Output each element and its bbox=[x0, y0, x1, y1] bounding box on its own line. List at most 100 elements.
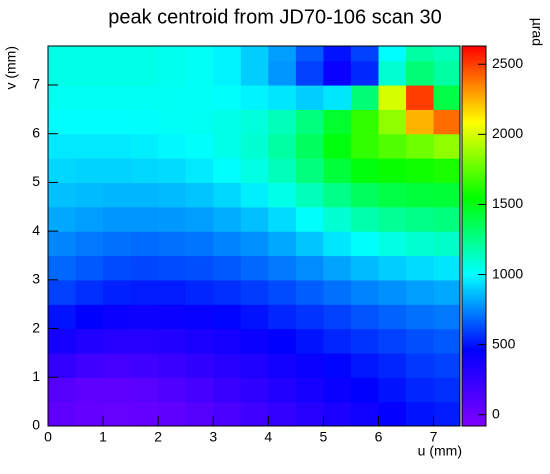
heatmap-cell bbox=[213, 377, 242, 403]
x-tick-label: 3 bbox=[209, 429, 217, 445]
heatmap-cell bbox=[433, 377, 460, 403]
heatmap-cell bbox=[185, 133, 214, 159]
heatmap-cell bbox=[378, 133, 407, 159]
heatmap-cell bbox=[75, 328, 104, 354]
heatmap-cell bbox=[433, 182, 460, 208]
heatmap-cell bbox=[158, 377, 187, 403]
heatmap-cell bbox=[378, 60, 407, 86]
heatmap-cell bbox=[350, 60, 380, 86]
heatmap-cell bbox=[350, 377, 380, 403]
heatmap-cell bbox=[158, 133, 187, 159]
heatmap-cell bbox=[350, 279, 380, 305]
heatmap-cell bbox=[323, 328, 352, 354]
heatmap-cell bbox=[295, 279, 325, 305]
heatmap-cell bbox=[406, 352, 435, 378]
heatmap-cell bbox=[158, 109, 187, 135]
heatmap-cell bbox=[240, 46, 269, 62]
heatmap-cell bbox=[103, 109, 132, 135]
heatmap-cell bbox=[378, 206, 407, 232]
heatmap-cell bbox=[240, 304, 269, 330]
heatmap-cell bbox=[323, 158, 352, 184]
heatmap-cell bbox=[268, 231, 297, 257]
heatmap-cell bbox=[378, 109, 407, 135]
heatmap-cell bbox=[323, 255, 352, 281]
x-tick-label: 2 bbox=[154, 429, 162, 445]
heatmap-cell bbox=[378, 84, 407, 110]
z-tick-label: 0 bbox=[492, 405, 500, 421]
heatmap-cell bbox=[158, 352, 187, 378]
heatmap-cell bbox=[158, 206, 187, 232]
heatmap-cell bbox=[406, 84, 435, 110]
heatmap-cell bbox=[48, 377, 77, 403]
heatmap-cell bbox=[213, 182, 242, 208]
heatmap-cell bbox=[433, 255, 460, 281]
heatmap-cell bbox=[48, 60, 77, 86]
y-tick-label: 7 bbox=[32, 76, 40, 92]
heatmap-cell bbox=[350, 84, 380, 110]
heatmap-cell bbox=[240, 158, 269, 184]
heatmap-cell bbox=[130, 206, 159, 232]
x-tick-label: 6 bbox=[375, 429, 383, 445]
heatmap-cell bbox=[406, 304, 435, 330]
heatmap-cell bbox=[185, 158, 214, 184]
heatmap-cell bbox=[75, 133, 104, 159]
y-tick-label: 0 bbox=[32, 417, 40, 433]
color-bar bbox=[461, 45, 487, 427]
heatmap-cell bbox=[295, 401, 325, 426]
heatmap-cell bbox=[295, 182, 325, 208]
heatmap-cell bbox=[350, 109, 380, 135]
heatmap-cell bbox=[268, 304, 297, 330]
heatmap-cell bbox=[433, 109, 460, 135]
x-tick-label: 5 bbox=[320, 429, 328, 445]
heatmap-cell bbox=[350, 255, 380, 281]
heatmap-cell bbox=[75, 109, 104, 135]
x-tick-label: 0 bbox=[44, 429, 52, 445]
heatmap-cell bbox=[103, 377, 132, 403]
heatmap-cell bbox=[378, 231, 407, 257]
heatmap-cell bbox=[48, 279, 77, 305]
heatmap-cell bbox=[48, 133, 77, 159]
heatmap-cell bbox=[350, 304, 380, 330]
z-tick-label: 2000 bbox=[492, 125, 523, 141]
heatmap-cell bbox=[130, 109, 159, 135]
heatmap-cell bbox=[130, 60, 159, 86]
y-tick-label: 4 bbox=[32, 222, 40, 238]
z-tick-label: 2500 bbox=[492, 55, 523, 71]
heatmap-cell bbox=[240, 133, 269, 159]
heatmap-cell bbox=[378, 352, 407, 378]
heatmap-cell bbox=[406, 133, 435, 159]
heatmap-cell bbox=[295, 46, 325, 62]
heatmap-cell bbox=[213, 279, 242, 305]
heatmap-cell bbox=[48, 352, 77, 378]
heatmap-cell bbox=[240, 231, 269, 257]
heatmap-cell bbox=[103, 133, 132, 159]
heatmap-cell bbox=[323, 60, 352, 86]
heatmap-cell bbox=[323, 206, 352, 232]
heatmap-cell bbox=[213, 401, 242, 426]
heatmap-cell bbox=[130, 158, 159, 184]
heatmap-cell bbox=[48, 84, 77, 110]
y-tick-label: 2 bbox=[32, 319, 40, 335]
heatmap-cell bbox=[185, 231, 214, 257]
heatmap-cell bbox=[185, 84, 214, 110]
heatmap-cell bbox=[268, 182, 297, 208]
heatmap-cell bbox=[350, 46, 380, 62]
heatmap-cell bbox=[75, 255, 104, 281]
heatmap-cell bbox=[378, 377, 407, 403]
heatmap-cell bbox=[130, 377, 159, 403]
heatmap-cell bbox=[130, 84, 159, 110]
heatmap-cell bbox=[350, 352, 380, 378]
heatmap-cell bbox=[75, 158, 104, 184]
heatmap-cell bbox=[185, 279, 214, 305]
heatmap-cell bbox=[295, 109, 325, 135]
heatmap-cell bbox=[433, 206, 460, 232]
heatmap-cell bbox=[406, 60, 435, 86]
heatmap-cell bbox=[406, 401, 435, 426]
heatmap-cell bbox=[433, 328, 460, 354]
heatmap-cell bbox=[323, 84, 352, 110]
heatmap-cell bbox=[268, 109, 297, 135]
heatmap-cell bbox=[103, 304, 132, 330]
heatmap-cell bbox=[185, 206, 214, 232]
heatmap-cell bbox=[158, 84, 187, 110]
